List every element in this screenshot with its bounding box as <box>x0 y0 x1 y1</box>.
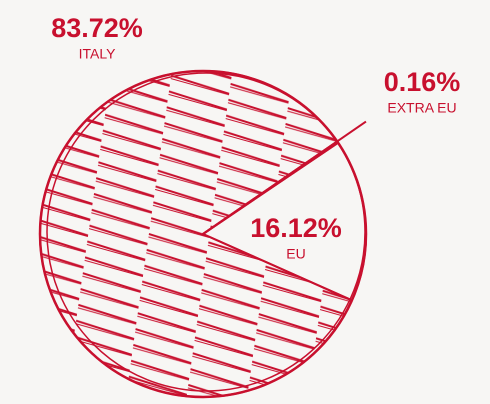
category-label: EU <box>286 246 305 262</box>
category-label: EXTRA EU <box>387 100 456 116</box>
value-label: 16.12% <box>250 213 342 243</box>
pie-slice <box>202 141 367 302</box>
leader-line <box>202 120 367 235</box>
pie-slice <box>39 70 353 398</box>
value-label: 83.72% <box>51 13 143 43</box>
category-label: ITALY <box>79 46 116 62</box>
value-label: 0.16% <box>384 67 461 97</box>
